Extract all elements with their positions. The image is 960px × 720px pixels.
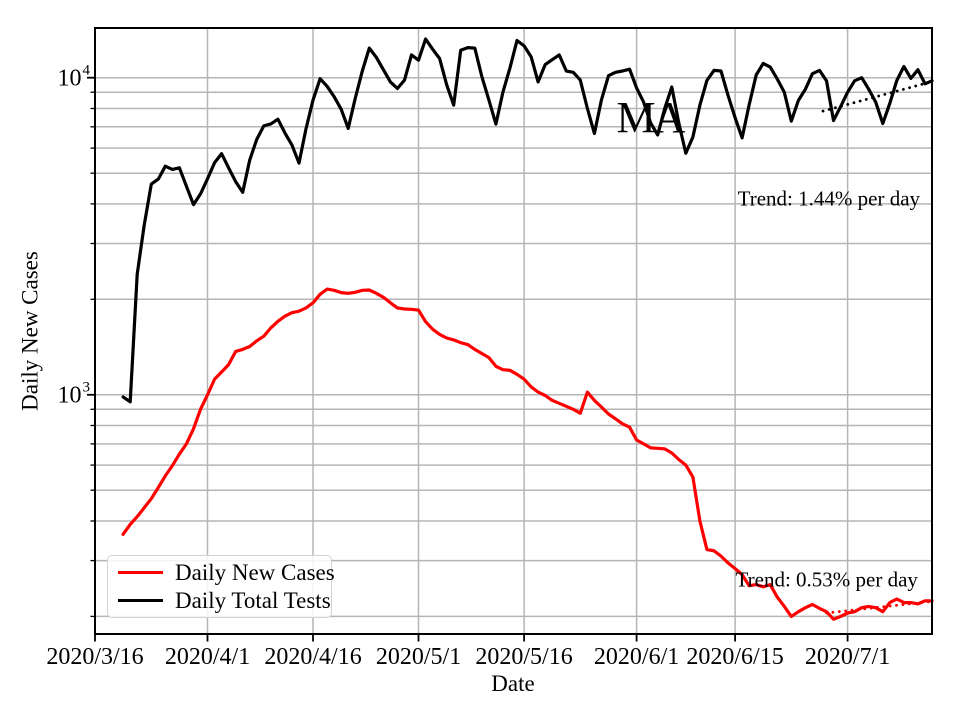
legend-label-daily-total-tests: Daily Total Tests — [175, 587, 331, 613]
legend-item-daily-total-tests: Daily Total Tests — [118, 589, 331, 612]
x-tick-label: 2020/4/16 — [264, 644, 362, 670]
gridlines — [94, 28, 932, 634]
legend: Daily New Cases Daily Total Tests — [107, 555, 335, 618]
x-tick-label: 2020/4/1 — [164, 644, 251, 670]
trend-dotted-line-daily-new-cases — [825, 600, 934, 615]
cases-trend-label: Trend: 0.53% per day — [735, 567, 918, 592]
tests-trend-label: Trend: 1.44% per day — [737, 186, 921, 211]
series-line-daily-new-cases — [121, 287, 934, 621]
x-tick-label: 2020/6/15 — [686, 644, 784, 670]
x-tick-label: 2020/7/1 — [804, 644, 891, 670]
x-tick-label: 2020/6/1 — [593, 644, 680, 670]
legend-line-sample-red — [118, 571, 163, 575]
x-tick-label: 2020/3/16 — [46, 644, 144, 670]
y-tick-label: 103 — [57, 379, 91, 409]
y-tick-label: 104 — [57, 62, 91, 92]
y-axis-label: Daily New Cases — [17, 251, 43, 411]
legend-item-daily-new-cases: Daily New Cases — [118, 561, 335, 584]
x-tick-label: 2020/5/16 — [475, 644, 573, 670]
axes-frame — [94, 27, 933, 635]
trend-dotted-line-daily-total-tests — [821, 80, 934, 113]
x-axis-label: Date — [491, 671, 535, 696]
axis-ticks — [87, 76, 849, 642]
x-tick-label: 2020/5/1 — [375, 644, 462, 670]
legend-label-daily-new-cases: Daily New Cases — [175, 560, 335, 586]
series-line-daily-total-tests — [121, 37, 934, 404]
legend-line-sample-black — [118, 598, 163, 602]
state-annotation: MA — [616, 93, 685, 143]
